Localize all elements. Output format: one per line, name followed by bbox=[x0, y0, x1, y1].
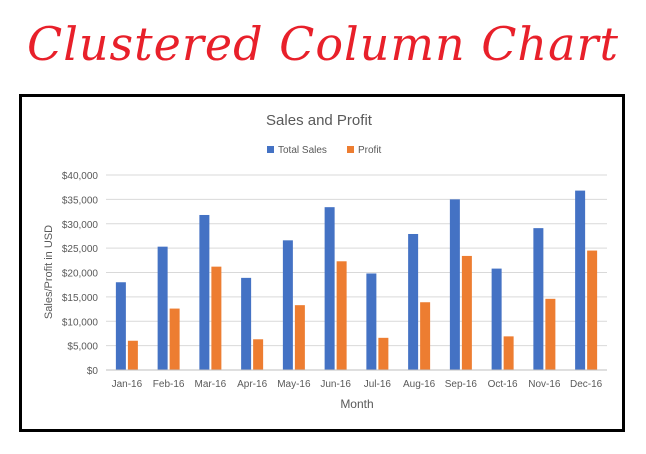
x-tick-label: Feb-16 bbox=[153, 379, 185, 390]
x-axis: Jan-16 Feb-16 Mar-16 Apr-16 May-16 Jun-16 Jul-… bbox=[106, 369, 607, 390]
bar-profit-mar-16 bbox=[211, 266, 222, 370]
bar-total-sales-jun-16 bbox=[324, 207, 335, 370]
x-tick-label: Oct-16 bbox=[488, 379, 518, 390]
bar-profit-aug-16 bbox=[420, 302, 431, 370]
bar-profit-feb-16 bbox=[169, 308, 180, 370]
bar-profit-jun-16 bbox=[336, 261, 347, 370]
chart-frame: Sales and Profit Total Sales Profit $0 $5,… bbox=[19, 94, 625, 432]
x-tick-label: Nov-16 bbox=[528, 379, 561, 390]
y-axis-ticks: $0 $5,000 $10,000 $15,000 $20,000 $25,000 $30,… bbox=[62, 171, 99, 377]
y-tick-label: $35,000 bbox=[62, 195, 99, 206]
bar-total-sales-dec-16 bbox=[575, 190, 586, 370]
gridlines bbox=[106, 174, 607, 347]
y-tick-label: $15,000 bbox=[62, 293, 99, 304]
bar-profit-jul-16 bbox=[378, 337, 389, 370]
y-tick-label: $5,000 bbox=[67, 342, 98, 353]
legend-swatch-1 bbox=[267, 146, 274, 153]
bar-total-sales-oct-16 bbox=[491, 268, 502, 370]
bar-profit-jan-16 bbox=[127, 340, 138, 370]
x-tick-label: Apr-16 bbox=[237, 379, 267, 390]
y-tick-label: $40,000 bbox=[62, 171, 99, 182]
bar-profit-dec-16 bbox=[587, 250, 598, 370]
x-tick-label: Jun-16 bbox=[320, 379, 351, 390]
bar-total-sales-jan-16 bbox=[115, 282, 126, 370]
bar-total-sales-nov-16 bbox=[533, 228, 544, 370]
legend-label-1: Total Sales bbox=[278, 145, 327, 156]
bar-total-sales-aug-16 bbox=[408, 233, 419, 370]
bar-profit-nov-16 bbox=[545, 298, 556, 370]
bar-total-sales-sep-16 bbox=[449, 199, 460, 370]
x-tick-label: Sep-16 bbox=[445, 379, 478, 390]
y-tick-label: $25,000 bbox=[62, 244, 99, 255]
chart-title: Sales and Profit bbox=[266, 112, 373, 129]
x-tick-label: Aug-16 bbox=[403, 379, 436, 390]
bar-total-sales-may-16 bbox=[282, 240, 293, 370]
bars bbox=[115, 190, 598, 370]
banner: Clustered Column Chart bbox=[0, 6, 646, 82]
y-tick-label: $20,000 bbox=[62, 269, 99, 280]
bar-total-sales-feb-16 bbox=[157, 246, 168, 370]
legend-label-2: Profit bbox=[358, 145, 382, 156]
bar-profit-may-16 bbox=[294, 305, 305, 370]
x-tick-label: Jan-16 bbox=[112, 379, 143, 390]
legend: Total Sales Profit bbox=[267, 145, 382, 156]
bar-total-sales-apr-16 bbox=[241, 277, 252, 370]
x-axis-label: Month bbox=[340, 397, 373, 411]
x-tick-label: Jul-16 bbox=[364, 379, 392, 390]
y-tick-label: $0 bbox=[87, 366, 99, 377]
bar-profit-sep-16 bbox=[461, 255, 472, 370]
x-tick-label: May-16 bbox=[277, 379, 311, 390]
legend-swatch-2 bbox=[347, 146, 354, 153]
y-tick-label: $30,000 bbox=[62, 220, 99, 231]
bar-total-sales-mar-16 bbox=[199, 214, 210, 370]
x-tick-label: Dec-16 bbox=[570, 379, 603, 390]
y-axis-label: Sales/Profit in USD bbox=[43, 225, 55, 319]
x-tick-label: Mar-16 bbox=[195, 379, 227, 390]
bar-profit-oct-16 bbox=[503, 336, 514, 370]
y-tick-label: $10,000 bbox=[62, 317, 99, 328]
sales-profit-chart: Sales and Profit Total Sales Profit $0 $5,… bbox=[43, 112, 607, 411]
bar-total-sales-jul-16 bbox=[366, 273, 377, 370]
banner-title: Clustered Column Chart bbox=[27, 17, 619, 71]
bar-profit-apr-16 bbox=[253, 339, 264, 370]
